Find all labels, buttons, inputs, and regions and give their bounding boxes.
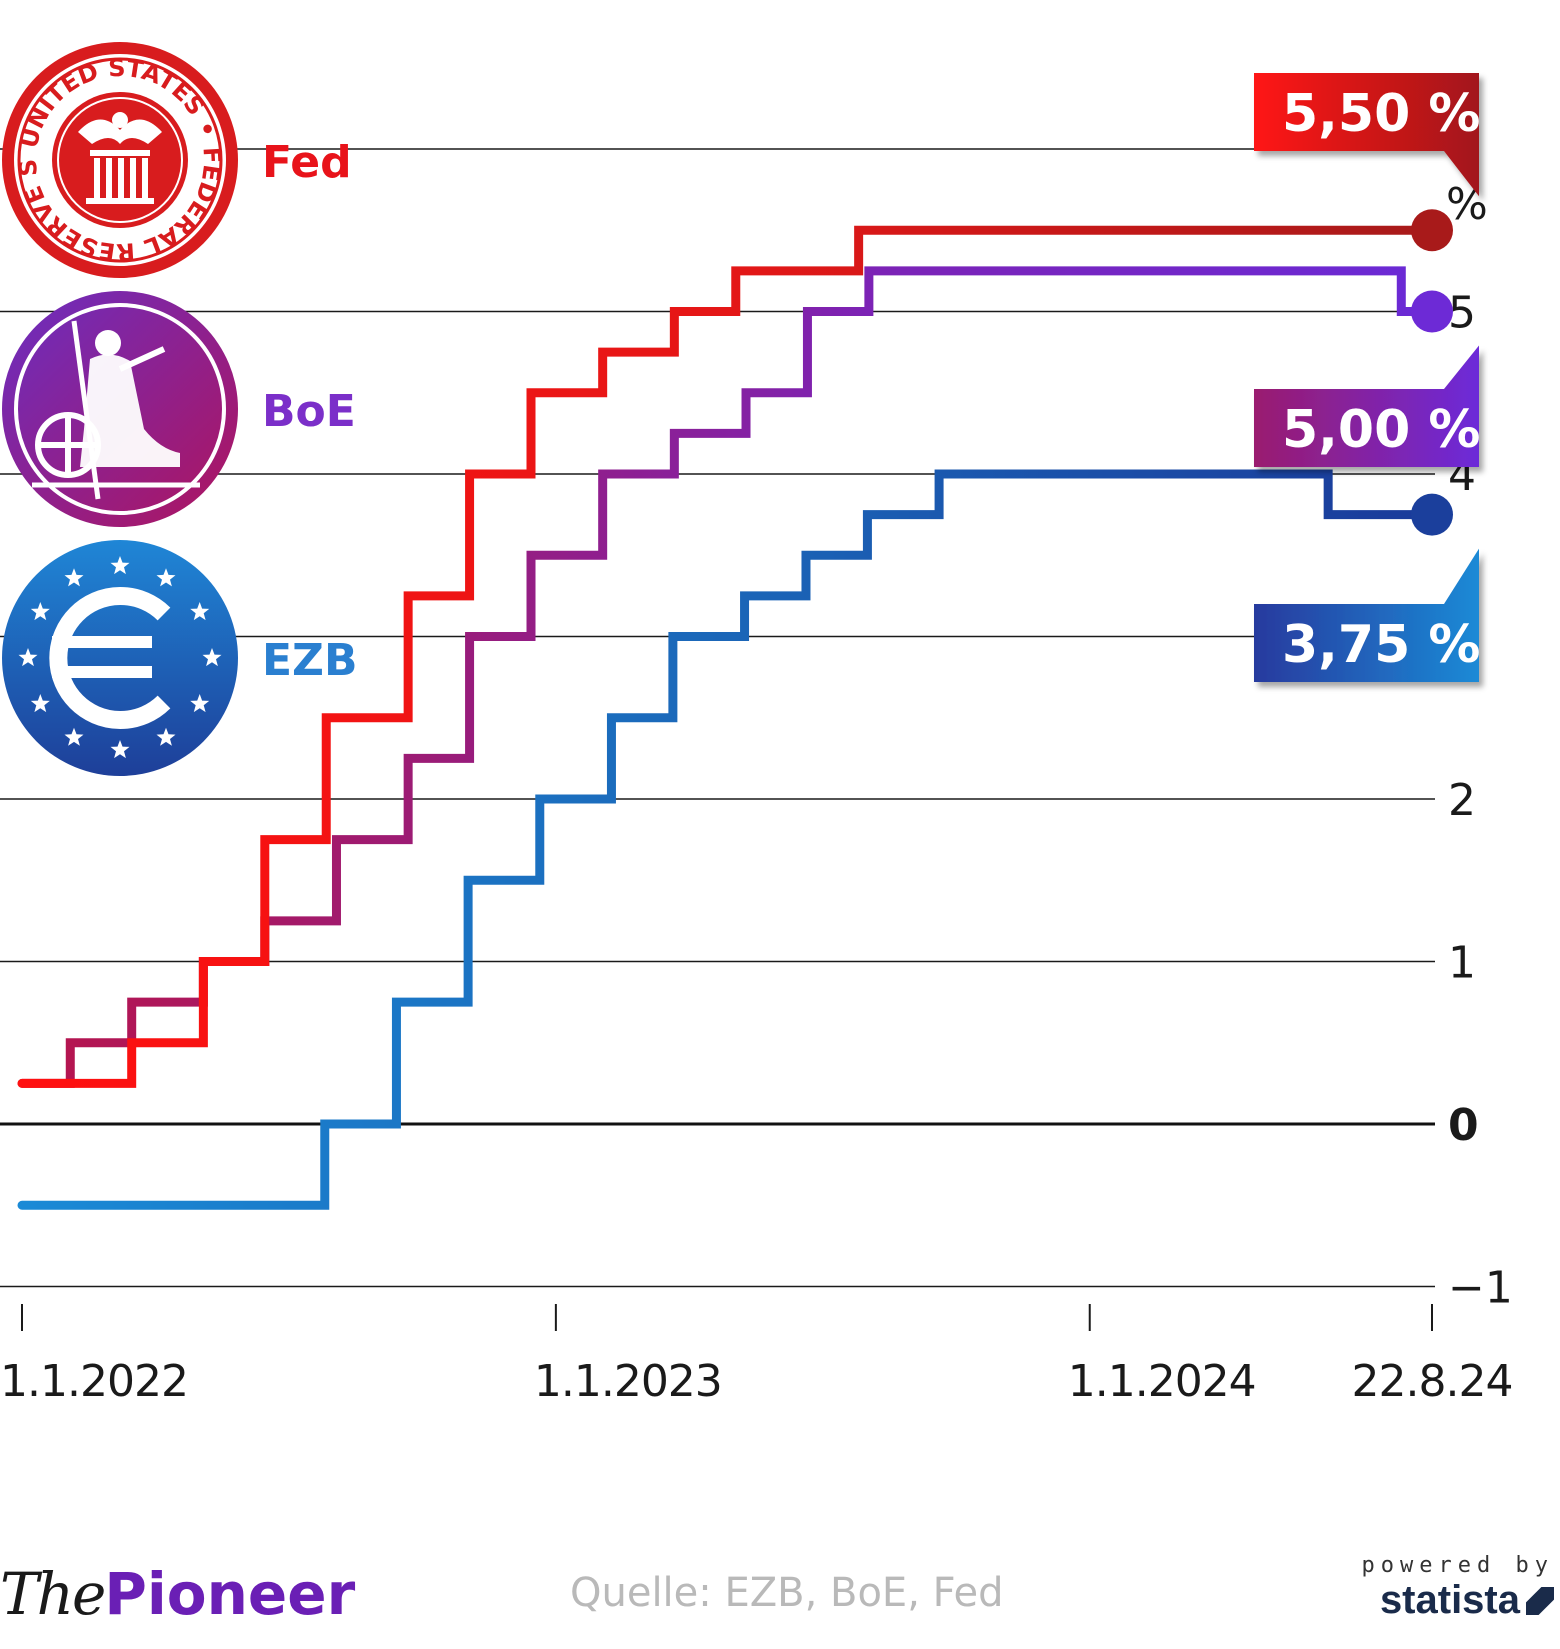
star-icon — [30, 602, 50, 621]
x-tick-label: 22.8.24 — [1352, 1356, 1513, 1407]
star-icon — [110, 740, 130, 759]
star-icon — [64, 727, 84, 746]
ezb-seal-logo — [2, 540, 238, 776]
callout-box-fed — [1254, 73, 1479, 197]
statista-logo: powered by statista — [1362, 1553, 1554, 1623]
star-icon — [202, 648, 222, 667]
statista-wordmark: statista — [1379, 1578, 1520, 1622]
x-tick-label: 1.1.2024 — [1068, 1356, 1256, 1407]
boe-label: BoE — [262, 386, 356, 437]
callout-value-fed: 5,50 % — [1282, 84, 1481, 144]
statista-icon — [1526, 1587, 1554, 1615]
callout-box-ezb — [1254, 548, 1479, 682]
series-line-fed — [17, 225, 1437, 1088]
ezb-label: EZB — [262, 635, 358, 686]
callout-layer: 5,50 % 5,00 % 3,75 % — [1254, 73, 1481, 682]
x-tick-label: 1.1.2022 — [0, 1356, 188, 1407]
fed-label: Fed — [262, 137, 352, 188]
end-marker-fed — [1411, 209, 1453, 252]
star-icon — [64, 568, 84, 587]
brand-the: The — [0, 1560, 106, 1628]
series-line-ezb — [17, 469, 1437, 1210]
source-note: Quelle: EZB, BoE, Fed — [570, 1570, 1004, 1616]
y-axis: −10123456% — [0, 125, 1513, 1314]
callout-value-ezb: 3,75 % — [1282, 615, 1481, 675]
boe-seal-logo — [2, 291, 238, 527]
end-marker-boe — [1411, 290, 1453, 333]
callout-value-boe: 5,00 % — [1282, 400, 1481, 460]
y-unit-label: % — [1446, 179, 1488, 230]
x-axis: 1.1.2022 1.1.2023 1.1.2024 22.8.24 — [0, 1304, 1513, 1407]
y-tick-label: −1 — [1448, 1263, 1513, 1314]
x-tick-label: 1.1.2023 — [534, 1356, 722, 1407]
callout-box-boe — [1254, 345, 1479, 467]
star-icon — [30, 694, 50, 713]
the-pioneer-logo: ThePioneer — [0, 1560, 355, 1628]
star-icon — [18, 648, 38, 667]
y-tick-label: 2 — [1448, 775, 1476, 826]
star-icon — [110, 556, 130, 575]
star-icon — [190, 694, 210, 713]
y-tick-label: 1 — [1448, 938, 1476, 989]
series-line-boe — [17, 266, 1437, 1088]
star-icon — [156, 727, 176, 746]
series-layer — [17, 209, 1453, 1210]
star-icon — [190, 602, 210, 621]
powered-by-text: powered by — [1361, 1553, 1554, 1578]
fed-seal-logo: UNITED STATES • FEDERAL RESERVE SYSTEM — [2, 42, 238, 278]
y-tick-label: 0 — [1448, 1100, 1479, 1151]
end-marker-ezb — [1411, 493, 1453, 536]
brand-pioneer: Pioneer — [104, 1560, 356, 1628]
star-icon — [156, 568, 176, 587]
